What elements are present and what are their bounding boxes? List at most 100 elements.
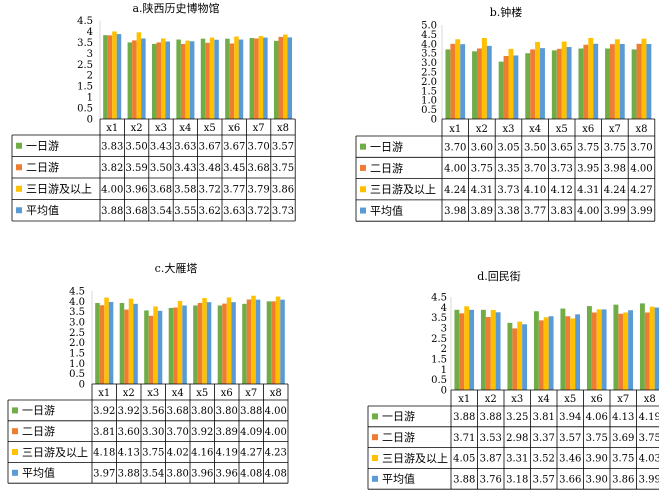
legend-key (12, 407, 18, 414)
table-cell-value: 3.70 (247, 141, 269, 152)
bar-x8-series-4 (654, 307, 659, 390)
table-cell-value: 3.82 (101, 163, 123, 174)
table-cell-value: 4.19 (216, 448, 238, 459)
bar-x4-series-4 (540, 48, 545, 120)
y-tick-label: 5.0 (421, 21, 437, 32)
table-cell-value: 3.69 (612, 433, 634, 444)
table-cell-value: 3.95 (577, 164, 599, 175)
bar-x6-series-1 (578, 48, 584, 119)
bar-x1-series-4 (108, 301, 114, 384)
category-label: x8 (635, 124, 647, 135)
category-label: x7 (253, 123, 265, 134)
bar-x7-series-1 (249, 38, 255, 120)
bar-x2-series-4 (495, 312, 501, 390)
bar-x2-series-1 (480, 309, 486, 390)
bar-x2-series-4 (133, 303, 138, 384)
bar-x2-series-4 (486, 45, 492, 120)
table-cell-value: 3.80 (216, 406, 238, 417)
table-cell-value: 4.18 (93, 448, 115, 459)
category-label: x6 (582, 124, 594, 135)
bar-x5-series-1 (551, 50, 557, 119)
bar-x8-series-4 (646, 43, 652, 119)
table-cell-value: 4.10 (524, 185, 546, 196)
table-cell-value: 4.27 (630, 185, 652, 196)
table-cell-value: 3.75 (586, 433, 608, 444)
table-cell-value: 3.73 (497, 185, 519, 196)
table-cell-value: 4.08 (265, 468, 287, 479)
table-cell-value: 4.31 (577, 185, 599, 196)
y-tick-label: 4.5 (69, 287, 85, 298)
table-cell-value: 3.88 (480, 412, 502, 423)
bar-x7-series-2 (246, 299, 252, 384)
table-cell-value: 3.80 (167, 468, 189, 479)
table-cell-value: 3.18 (506, 474, 528, 485)
chart-title: b.钟楼 (490, 5, 523, 19)
bar-x6-series-3 (596, 309, 602, 390)
legend-label: 平均值 (26, 204, 59, 217)
table-cell-value: 3.72 (199, 184, 221, 195)
table-cell-value: 3.75 (142, 448, 164, 459)
y-tick-label: 4.5 (77, 16, 93, 27)
table-cell-value: 4.00 (577, 206, 599, 217)
table-cell-value: 3.68 (247, 163, 269, 174)
bar-x4-series-1 (176, 39, 181, 119)
table-cell-value: 3.65 (551, 142, 573, 153)
legend-label: 一日游 (26, 140, 59, 153)
bar-x5-series-2 (197, 302, 203, 384)
bar-x6-series-4 (593, 43, 599, 119)
table-cell-value: 4.27 (240, 448, 262, 459)
bar-x5-series-1 (193, 305, 198, 384)
bar-x2-series-2 (476, 48, 482, 119)
bar-x7-series-1 (242, 303, 247, 384)
bar-x8-series-3 (641, 38, 647, 119)
table-cell-value: 3.70 (524, 164, 546, 175)
legend-label: 二日游 (26, 161, 59, 174)
category-label: x4 (538, 394, 550, 405)
table-cell-value: 4.00 (265, 427, 287, 438)
bar-x4-series-1 (168, 307, 174, 384)
table-cell-value: 3.43 (150, 141, 172, 152)
bar-x2-series-3 (490, 310, 496, 390)
legend-key (372, 455, 378, 461)
y-tick-label: 2.0 (69, 338, 85, 349)
table-cell-value: 3.89 (216, 427, 238, 438)
bar-x5-series-2 (565, 316, 571, 390)
legend-key (360, 207, 366, 214)
table-cell-value: 3.88 (101, 206, 123, 217)
bar-x1-series-1 (445, 49, 451, 119)
category-label: x7 (617, 394, 629, 405)
bar-x7-series-4 (628, 310, 634, 390)
legend-key (12, 428, 18, 435)
table-cell-value: 3.77 (524, 206, 546, 217)
table-cell-value: 3.76 (480, 474, 502, 485)
bar-x1-series-3 (464, 306, 470, 390)
bar-x4-series-3 (535, 41, 541, 119)
y-tick-label: 3 (441, 324, 447, 335)
table-cell-value: 3.70 (630, 142, 652, 153)
bar-x2-series-1 (472, 51, 477, 119)
bar-x7-series-4 (263, 37, 268, 119)
table-cell-value: 3.50 (125, 141, 147, 152)
legend-label: 三日游及以上 (26, 183, 92, 196)
bar-x8-series-1 (266, 301, 272, 384)
bar-x1-series-1 (95, 302, 100, 384)
y-tick-label: 1 (441, 365, 447, 376)
bar-x3-series-4 (513, 55, 519, 119)
bar-x7-series-3 (623, 312, 629, 390)
table-cell-value: 3.60 (118, 427, 140, 438)
table-cell-value: 3.05 (497, 142, 519, 153)
y-tick-label: 0.5 (77, 104, 93, 115)
category-label: x2 (123, 388, 135, 399)
table-cell-value: 3.60 (471, 142, 493, 153)
bar-x3-series-3 (161, 38, 166, 120)
bar-x5-series-4 (566, 47, 572, 119)
bar-x8-series-3 (283, 34, 288, 120)
bar-x7-series-3 (614, 39, 620, 119)
table-cell-value: 4.00 (101, 184, 123, 195)
category-label: x1 (98, 388, 110, 399)
table-cell-value: 3.52 (533, 454, 555, 465)
table-cell-value: 4.02 (167, 448, 189, 459)
bar-x3-series-4 (165, 41, 171, 120)
y-tick-label: 1 (87, 93, 93, 104)
